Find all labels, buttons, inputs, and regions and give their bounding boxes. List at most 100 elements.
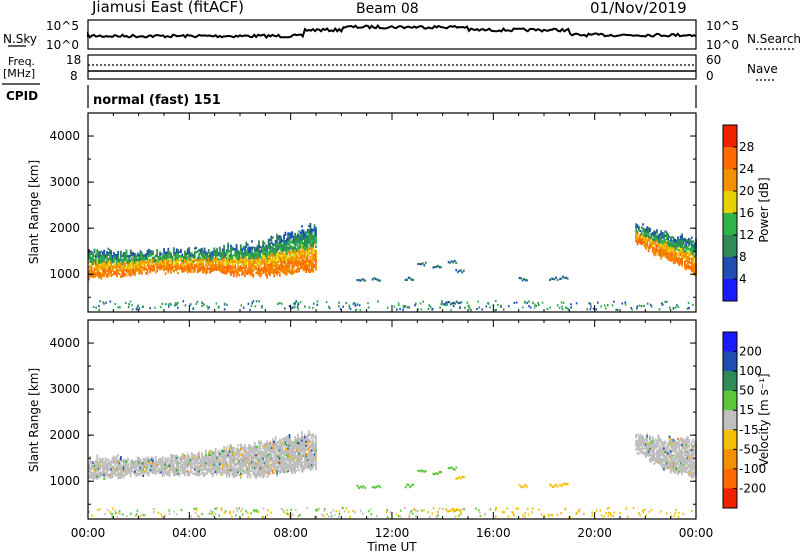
echo-cell xyxy=(177,259,179,262)
echo-cell xyxy=(242,262,245,265)
echo-cell xyxy=(304,460,306,464)
echo-cell-near xyxy=(159,306,162,309)
echo-cell xyxy=(301,433,303,436)
echo-cell xyxy=(294,471,296,474)
echo-cell xyxy=(120,263,122,266)
echo-cell xyxy=(101,457,104,461)
echo-cell xyxy=(230,269,232,272)
echo-cell xyxy=(306,239,309,242)
echo-cell xyxy=(246,455,249,458)
echo-cell xyxy=(653,247,656,250)
echo-cell xyxy=(184,467,186,470)
echo-cell xyxy=(221,254,224,257)
echo-cell xyxy=(283,458,285,461)
echo-cell xyxy=(120,464,122,467)
echo-cell-near xyxy=(328,307,331,310)
echo-cell xyxy=(217,460,220,463)
echo-cell xyxy=(146,256,149,259)
echo-cell xyxy=(88,265,90,268)
echo-cell xyxy=(231,259,234,262)
echo-cell xyxy=(284,248,287,251)
echo-cell xyxy=(237,268,239,271)
echo-cell xyxy=(127,467,129,471)
echo-cell xyxy=(267,474,270,477)
echo-cell xyxy=(298,444,301,447)
echo-cell xyxy=(682,438,685,441)
echo-cell xyxy=(285,256,288,260)
echo-cell xyxy=(242,270,245,273)
echo-cell xyxy=(288,440,291,443)
echo-cell xyxy=(638,439,640,443)
echo-cell xyxy=(210,462,213,465)
echo-cell xyxy=(285,452,288,455)
echo-cell xyxy=(684,260,686,264)
echo-cell xyxy=(639,233,642,237)
echo-cell xyxy=(657,444,660,447)
echo-cell xyxy=(101,459,104,463)
echo-cell xyxy=(242,245,245,249)
echo-cell xyxy=(191,252,193,255)
echo-cell xyxy=(110,474,113,477)
echo-cell xyxy=(214,251,217,255)
echo-cell xyxy=(147,461,150,464)
echo-cell xyxy=(216,256,218,259)
echo-cell xyxy=(256,257,259,260)
echo-cell xyxy=(150,466,153,469)
echo-cell xyxy=(661,460,664,463)
echo-cell xyxy=(298,458,301,461)
echo-cell xyxy=(274,269,277,272)
echo-cell xyxy=(251,273,253,276)
echo-cell xyxy=(223,269,225,272)
echo-cell xyxy=(117,464,120,467)
echo-cell xyxy=(146,466,149,470)
echo-cell xyxy=(200,260,203,263)
echo-cell xyxy=(270,258,273,261)
echo-cell-near xyxy=(692,303,694,306)
echo-cell xyxy=(184,267,186,270)
echo-cell xyxy=(103,251,106,255)
echo-cell xyxy=(207,453,210,456)
echo-cell xyxy=(315,251,317,255)
echo-cell xyxy=(170,460,172,463)
echo-cell xyxy=(103,258,106,261)
echo-cell xyxy=(143,463,146,467)
echo-cell xyxy=(280,250,283,254)
echo-cell xyxy=(266,265,269,269)
echo-cell xyxy=(118,472,121,475)
echo-cell xyxy=(225,462,228,466)
echo-cell xyxy=(686,258,689,261)
echo-cell xyxy=(212,263,214,266)
echo-cell xyxy=(684,460,686,463)
echo-cell xyxy=(263,260,266,264)
echo-cell xyxy=(291,241,294,244)
echo-cell xyxy=(302,440,305,443)
echo-cell xyxy=(266,467,269,470)
echo-cell xyxy=(302,446,305,449)
echo-cell xyxy=(278,243,281,246)
echo-cell xyxy=(136,269,139,272)
echo-cell xyxy=(209,254,211,257)
echo-cell xyxy=(89,266,92,269)
echo-cell xyxy=(636,238,639,242)
echo-cell-isolated xyxy=(448,300,450,304)
echo-cell xyxy=(305,461,308,464)
echo-cell xyxy=(122,252,125,255)
echo-cell xyxy=(140,465,143,469)
echo-cell xyxy=(670,460,672,463)
echo-cell xyxy=(217,450,220,453)
echo-cell xyxy=(99,476,101,479)
echo-cell xyxy=(214,470,217,473)
echo-cell xyxy=(277,260,280,264)
echo-cell xyxy=(647,446,650,449)
echo-cell xyxy=(163,256,165,259)
echo-cell xyxy=(188,471,191,475)
echo-cell xyxy=(657,234,660,237)
echo-cell xyxy=(150,268,153,271)
echo-cell xyxy=(668,252,671,255)
echo-cell xyxy=(124,268,126,272)
echo-cell xyxy=(203,251,206,254)
echo-cell xyxy=(685,268,688,271)
echo-cell xyxy=(297,435,299,438)
echo-cell xyxy=(90,250,93,253)
echo-cell xyxy=(110,466,113,469)
